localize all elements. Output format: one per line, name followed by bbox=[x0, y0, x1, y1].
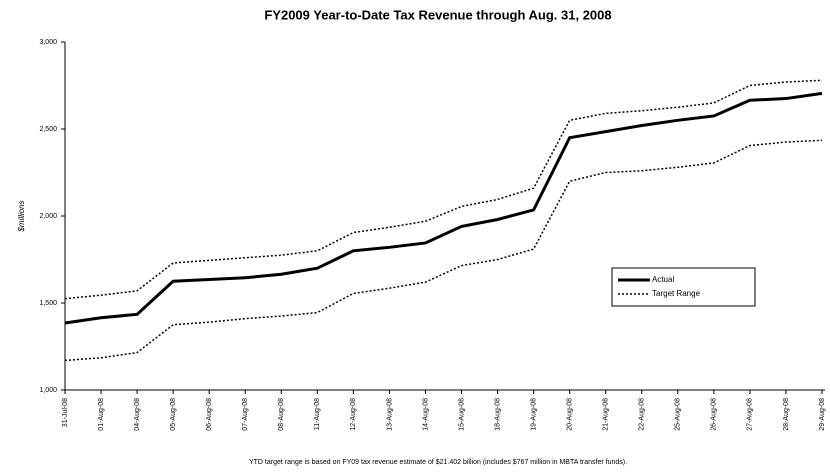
x-tick-label: 05-Aug-08 bbox=[170, 398, 177, 431]
x-tick-label: 15-Aug-08 bbox=[458, 398, 465, 431]
x-tick-label: 08-Aug-08 bbox=[278, 398, 285, 431]
line bbox=[64, 91, 823, 325]
legend-box bbox=[611, 267, 756, 307]
x-tick-label: 27-Aug-08 bbox=[747, 398, 754, 431]
x-tick-label: 12-Aug-08 bbox=[350, 398, 357, 431]
x-tick-label: 25-Aug-08 bbox=[675, 398, 682, 431]
x-tick-label: 20-Aug-08 bbox=[567, 398, 574, 431]
x-tick-label: 14-Aug-08 bbox=[422, 398, 429, 431]
line bbox=[64, 79, 823, 300]
y-tick-label: 1,500 bbox=[39, 300, 57, 307]
y-tick-label: 2,500 bbox=[39, 126, 57, 133]
legend-label: Target Range bbox=[652, 289, 701, 298]
y-tick-label: 3,000 bbox=[39, 39, 57, 46]
legend-label: Actual bbox=[652, 275, 674, 284]
x-tick-label: 06-Aug-08 bbox=[206, 398, 213, 431]
x-tick-label: 04-Aug-08 bbox=[134, 398, 141, 431]
footnote: YTD target range is based on FY09 tax re… bbox=[249, 459, 627, 466]
x-tick-label: 22-Aug-08 bbox=[639, 398, 646, 431]
line bbox=[64, 139, 823, 362]
x-tick-label: 13-Aug-08 bbox=[386, 398, 393, 431]
x-tick-label: 26-Aug-08 bbox=[711, 398, 718, 431]
x-tick-label: 11-Aug-08 bbox=[314, 398, 321, 430]
x-tick-label: 19-Aug-08 bbox=[530, 398, 537, 431]
x-tick-label: 07-Aug-08 bbox=[242, 398, 249, 431]
x-tick-label: 28-Aug-08 bbox=[783, 398, 790, 431]
x-tick-label: 01-Aug-08 bbox=[98, 398, 105, 431]
x-tick-label: 29-Aug-08 bbox=[819, 398, 826, 431]
x-tick-label: 31-Jul-08 bbox=[62, 398, 69, 427]
y-tick-label: 2,000 bbox=[39, 213, 57, 220]
chart-title: FY2009 Year-to-Date Tax Revenue through … bbox=[264, 7, 611, 22]
y-axis-label: $millions bbox=[17, 200, 26, 232]
x-tick-label: 21-Aug-08 bbox=[603, 398, 610, 431]
x-tick-label: 18-Aug-08 bbox=[494, 398, 501, 431]
y-tick-label: 1,000 bbox=[39, 387, 57, 394]
